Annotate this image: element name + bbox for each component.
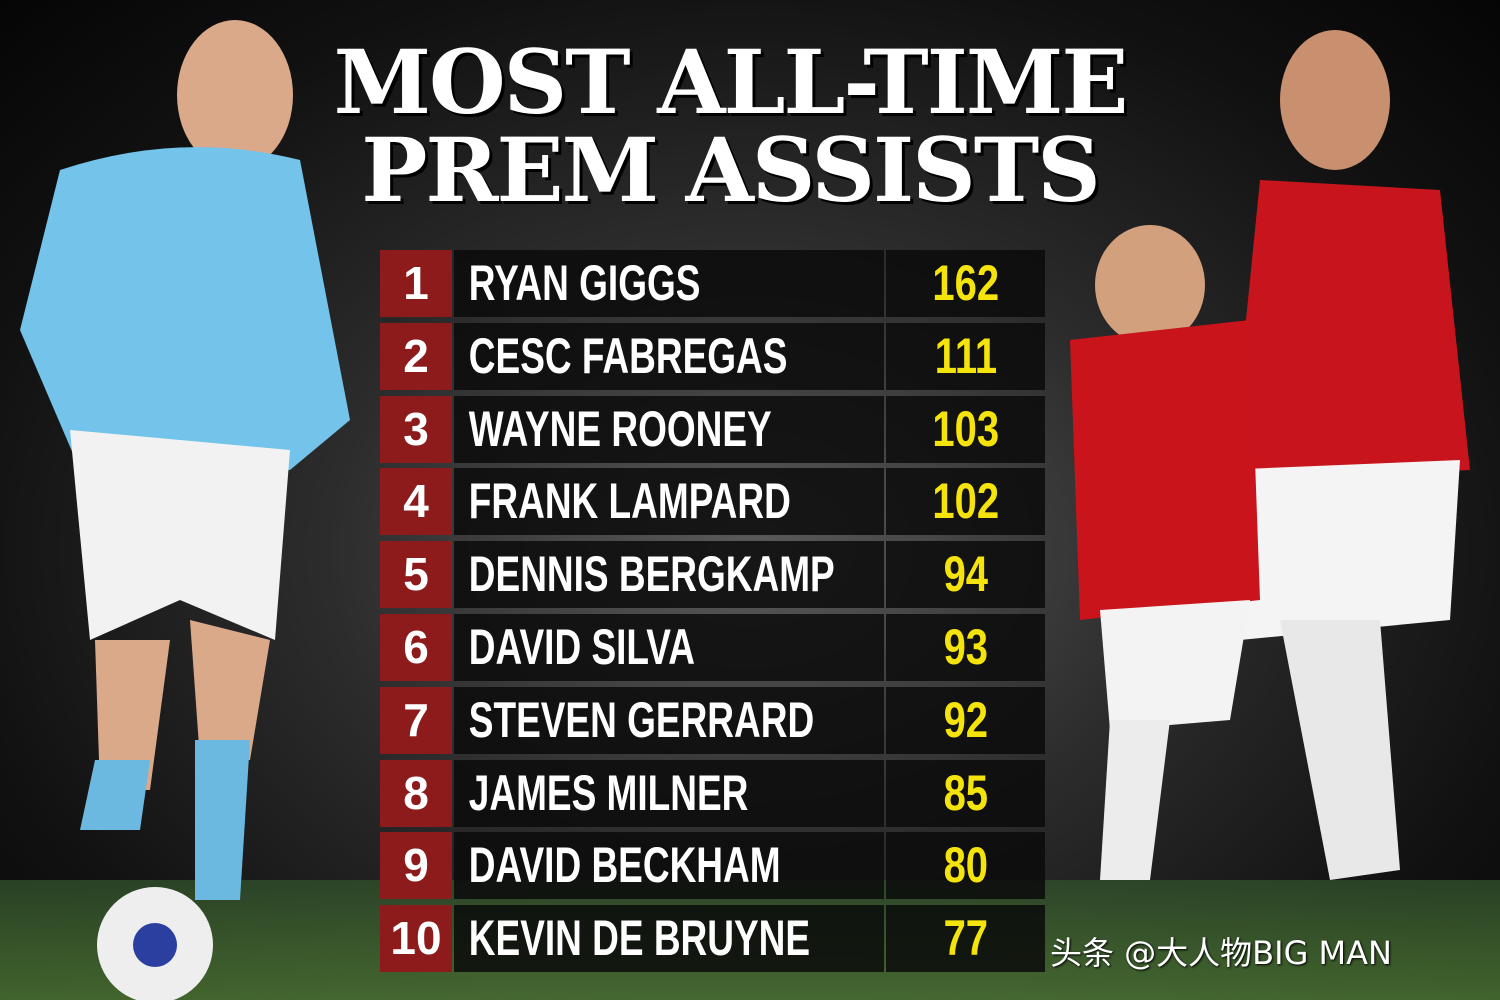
assists-value: 94 [943, 546, 988, 603]
assists-value: 102 [932, 473, 999, 530]
table-row: 6 DAVID SILVA 93 [380, 614, 1045, 681]
rank-cell: 3 [380, 395, 452, 463]
player-name: DAVID SILVA [468, 619, 695, 675]
player-name-cell: STEVEN GERRARD [454, 686, 884, 754]
assists-cell: 77 [886, 905, 1045, 973]
rank-cell: 9 [380, 832, 452, 900]
player-name-cell: KEVIN DE BRUYNE [454, 905, 884, 973]
title-line: MOST ALL-TIME [333, 30, 1129, 134]
assists-cell: 102 [886, 468, 1045, 536]
rank-cell: 8 [380, 759, 452, 827]
assists-cell: 92 [886, 686, 1045, 754]
player-name: CESC FABREGAS [468, 327, 788, 384]
player-name: JAMES MILNER [468, 764, 749, 821]
assists-value: 93 [943, 619, 988, 675]
assists-cell: 162 [886, 250, 1045, 317]
player-name: DAVID BECKHAM [468, 837, 781, 894]
player-name-cell: FRANK LAMPARD [454, 468, 884, 536]
rank-cell: 6 [380, 614, 452, 681]
assists-cell: 103 [886, 395, 1045, 463]
table-row: 5 DENNIS BERGKAMP 94 [380, 541, 1045, 609]
rank-cell: 4 [380, 468, 452, 536]
rank-cell: 7 [380, 686, 452, 754]
right-players [1070, 30, 1470, 880]
table-row: 9 DAVID BECKHAM 80 [380, 832, 1045, 900]
player-name: RYAN GIGGS [468, 255, 701, 311]
assists-cell: 111 [886, 322, 1045, 390]
rank-cell: 1 [380, 250, 452, 317]
rank-cell: 5 [380, 541, 452, 609]
assists-cell: 85 [886, 759, 1045, 827]
player-name: DENNIS BERGKAMP [468, 546, 835, 603]
assists-value: 111 [934, 327, 997, 384]
player-name-cell: RYAN GIGGS [454, 250, 884, 317]
left-player [20, 20, 350, 1000]
player-name: STEVEN GERRARD [468, 691, 815, 748]
table-row: 3 WAYNE ROONEY 103 [380, 395, 1045, 463]
player-name-cell: DENNIS BERGKAMP [454, 541, 884, 609]
table-row: 4 FRANK LAMPARD 102 [380, 468, 1045, 536]
player-name: FRANK LAMPARD [468, 473, 791, 530]
assists-cell: 80 [886, 832, 1045, 900]
table-row: 1 RYAN GIGGS 162 [380, 250, 1045, 317]
table-row: 10 KEVIN DE BRUYNE 77 [380, 905, 1045, 973]
player-name-cell: JAMES MILNER [454, 759, 884, 827]
assists-cell: 94 [886, 541, 1045, 609]
assists-cell: 93 [886, 614, 1045, 681]
assists-value: 77 [943, 910, 988, 967]
assists-value: 92 [943, 691, 988, 748]
rank-cell: 10 [380, 905, 452, 973]
player-name-cell: DAVID SILVA [454, 614, 884, 681]
player-name: WAYNE ROONEY [468, 400, 772, 457]
assists-value: 80 [943, 837, 988, 894]
assists-value: 85 [943, 764, 988, 821]
player-name-cell: CESC FABREGAS [454, 322, 884, 390]
assists-value: 103 [932, 400, 999, 457]
rank-cell: 2 [380, 322, 452, 390]
assists-value: 162 [932, 255, 999, 311]
player-name-cell: WAYNE ROONEY [454, 395, 884, 463]
watermark: 头条 @大人物BIG MAN [1050, 934, 1392, 972]
title-line: PREM ASSISTS [361, 118, 1101, 222]
table-row: 7 STEVEN GERRARD 92 [380, 686, 1045, 754]
player-name: KEVIN DE BRUYNE [468, 910, 811, 967]
table-row: 8 JAMES MILNER 85 [380, 759, 1045, 827]
player-name-cell: DAVID BECKHAM [454, 832, 884, 900]
table-row: 2 CESC FABREGAS 111 [380, 322, 1045, 390]
